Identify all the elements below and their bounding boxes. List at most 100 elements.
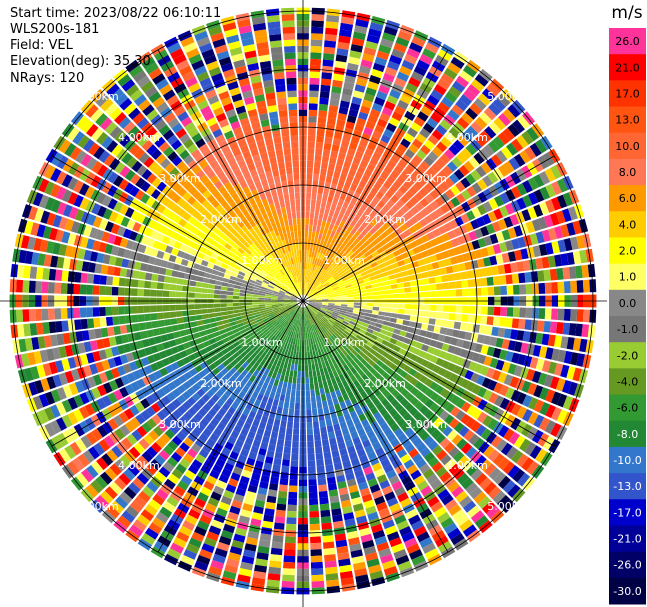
velocity-bin [220, 393, 229, 402]
velocity-bin [276, 503, 287, 511]
velocity-bin [314, 154, 322, 162]
velocity-bin [307, 453, 315, 461]
velocity-bin [247, 430, 256, 440]
velocity-bin [266, 450, 275, 458]
velocity-bin [397, 259, 406, 267]
velocity-bin [353, 222, 361, 230]
velocity-bin [330, 270, 337, 276]
velocity-bin [424, 378, 434, 388]
velocity-bin [448, 281, 456, 289]
velocity-bin [346, 232, 354, 241]
velocity-bin [327, 293, 335, 297]
velocity-bin [393, 267, 401, 274]
velocity-bin [415, 458, 427, 469]
velocity-bin [551, 407, 562, 421]
velocity-bin [413, 411, 423, 421]
velocity-bin [439, 119, 452, 131]
velocity-bin [436, 449, 448, 461]
velocity-bin [252, 304, 259, 308]
velocity-bin [309, 517, 320, 525]
velocity-bin [394, 105, 406, 116]
velocity-bin [285, 530, 297, 537]
velocity-bin [327, 117, 336, 126]
velocity-bin [276, 386, 282, 394]
velocity-bin [461, 401, 472, 413]
velocity-bin [389, 502, 401, 513]
velocity-bin [562, 322, 570, 335]
velocity-bin [459, 348, 468, 358]
velocity-bin [284, 349, 289, 356]
velocity-bin [455, 398, 466, 409]
velocity-bin [406, 543, 421, 554]
velocity-bin [358, 111, 369, 121]
velocity-bin [455, 193, 466, 204]
velocity-bin [363, 395, 372, 405]
velocity-bin [480, 226, 490, 237]
velocity-bin [226, 306, 234, 311]
velocity-bin [292, 318, 296, 325]
velocity-bin [249, 478, 260, 487]
velocity-bin [149, 305, 157, 313]
velocity-bin [359, 159, 369, 169]
velocity-bin [389, 54, 403, 65]
velocity-bin [497, 131, 510, 145]
velocity-bin [326, 265, 332, 272]
velocity-bin [307, 319, 311, 326]
velocity-bin [452, 80, 466, 93]
velocity-bin [425, 263, 434, 271]
velocity-bin [242, 407, 251, 416]
velocity-bin [327, 308, 334, 312]
velocity-bin [350, 367, 358, 375]
velocity-bin [225, 397, 234, 406]
velocity-bin [308, 304, 314, 309]
velocity-bin [266, 362, 273, 370]
velocity-bin [457, 472, 470, 485]
velocity-bin [312, 287, 318, 293]
velocity-bin [376, 235, 384, 243]
velocity-bin [334, 296, 342, 299]
velocity-bin [360, 305, 367, 310]
velocity-bin [381, 271, 389, 278]
velocity-bin [306, 275, 309, 283]
velocity-bin [424, 204, 435, 214]
velocity-bin [541, 256, 550, 269]
velocity-bin [445, 265, 454, 274]
velocity-bin [67, 283, 74, 295]
velocity-bin [366, 430, 376, 439]
velocity-bin [386, 95, 399, 105]
velocity-bin [309, 298, 316, 300]
velocity-bin [297, 306, 301, 313]
velocity-bin [269, 560, 282, 568]
velocity-bin [383, 316, 391, 322]
velocity-bin [549, 376, 560, 390]
velocity-bin [511, 450, 524, 464]
velocity-bin [333, 264, 340, 271]
velocity-bin [348, 108, 359, 118]
velocity-bin [358, 286, 366, 291]
velocity-bin [529, 258, 537, 271]
velocity-bin [299, 345, 302, 352]
velocity-bin [495, 359, 505, 371]
velocity-bin [331, 282, 338, 288]
velocity-bin [373, 269, 382, 276]
velocity-bin [482, 175, 493, 187]
velocity-bin [417, 335, 426, 344]
velocity-bin [321, 293, 328, 297]
velocity-bin [294, 358, 299, 365]
velocity-bin [545, 347, 554, 360]
velocity-bin [539, 387, 550, 401]
velocity-bin [339, 448, 348, 456]
velocity-bin [310, 45, 322, 53]
velocity-bin [169, 304, 176, 311]
velocity-bin [372, 62, 386, 73]
velocity-bin [240, 509, 252, 518]
velocity-bin [415, 252, 424, 261]
velocity-bin [374, 495, 386, 506]
velocity-bin [270, 343, 277, 350]
velocity-bin [387, 342, 395, 350]
velocity-bin [481, 306, 488, 315]
velocity-bin [119, 268, 128, 277]
velocity-bin [260, 374, 267, 382]
velocity-bin [333, 67, 346, 75]
velocity-bin [366, 328, 374, 334]
